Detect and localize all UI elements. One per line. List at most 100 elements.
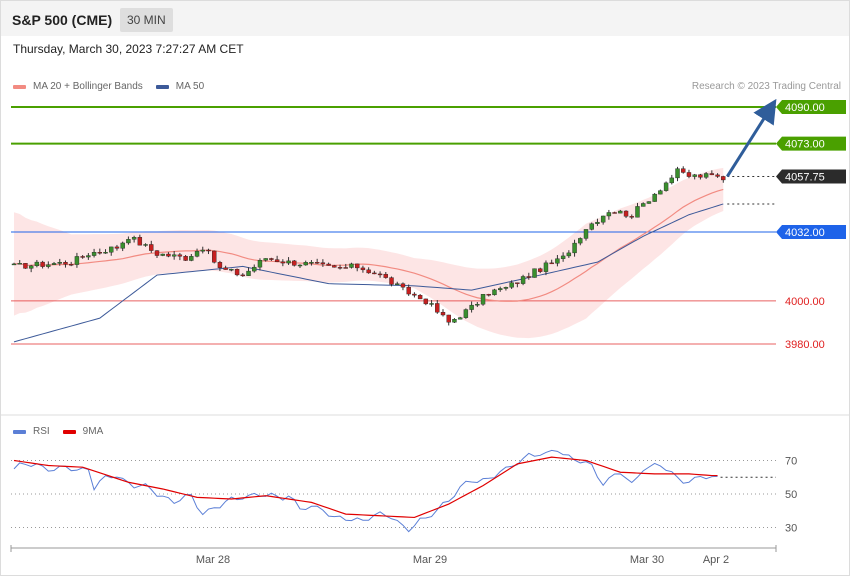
candle-body <box>675 168 680 179</box>
candle-body <box>606 212 612 217</box>
candle-body <box>721 176 726 181</box>
candle <box>206 248 211 255</box>
candle <box>223 265 228 270</box>
bollinger-bands <box>14 167 724 339</box>
candle <box>149 240 154 253</box>
support-label: 4000.00 <box>785 296 825 308</box>
rsi-swatch <box>13 429 26 434</box>
candle-body <box>154 250 160 256</box>
candle-body <box>314 262 320 264</box>
x-tick-label: Apr 2 <box>703 554 729 566</box>
header-bar: S&P 500 (CME) 30 MIN <box>1 1 849 36</box>
timeframe-button[interactable]: 30 MIN <box>120 8 173 32</box>
candle-body <box>57 262 62 264</box>
ma20-legend-label: MA 20 + Bollinger Bands <box>33 81 143 92</box>
candle-body <box>486 294 491 296</box>
candle <box>46 261 51 269</box>
rsi-line <box>13 449 718 533</box>
candle <box>80 255 85 259</box>
candle-body <box>86 255 91 258</box>
ma20-swatch <box>13 84 26 89</box>
candle-body <box>635 206 640 218</box>
candle-body <box>480 294 486 305</box>
candle-body <box>46 264 51 267</box>
candle <box>103 249 108 254</box>
candle <box>57 258 62 266</box>
price-tag-pivot: 4032.00 <box>776 224 846 239</box>
candle-body <box>698 174 703 178</box>
candle-body <box>560 255 566 259</box>
candle <box>274 255 280 263</box>
candle-body <box>17 263 22 265</box>
candle-body <box>703 173 709 178</box>
candle-body <box>543 262 549 272</box>
candle <box>189 253 194 262</box>
chart-overlay: 4090.00 4073.00 4057.75 4032.00 4000.00 3980.… <box>726 98 846 351</box>
rsi-legend: RSI 9MA <box>13 426 103 437</box>
candle-body <box>23 263 28 269</box>
candle-body <box>595 221 600 224</box>
candle <box>406 284 411 296</box>
candle <box>183 254 188 262</box>
candle-body <box>623 210 629 217</box>
candle <box>366 267 371 274</box>
candle <box>395 281 400 285</box>
candle-body <box>263 258 268 261</box>
candle-body <box>589 223 594 230</box>
candle-body <box>303 262 308 266</box>
candle <box>641 202 646 207</box>
candle-body <box>515 282 520 284</box>
candle <box>486 293 491 297</box>
candle-body <box>360 267 366 271</box>
candle-body <box>234 269 240 276</box>
candle <box>74 252 80 268</box>
candle-body <box>503 287 509 289</box>
price-tag-label: 4090.00 <box>785 102 825 114</box>
candle <box>360 265 366 273</box>
candle-body <box>457 317 463 320</box>
candle-body <box>440 312 446 316</box>
candle <box>492 288 497 296</box>
candle-body <box>320 262 326 265</box>
candle <box>23 263 28 269</box>
candle-body <box>618 210 623 214</box>
candle-body <box>566 252 572 257</box>
rsi-ma-swatch <box>62 429 76 434</box>
candle <box>566 250 572 258</box>
candle <box>17 260 22 265</box>
candle <box>646 201 652 204</box>
candle-body <box>669 177 674 184</box>
rsi-tick-label: 50 <box>785 489 797 501</box>
candle <box>498 286 503 292</box>
candle <box>217 260 223 272</box>
candle-body <box>663 182 669 191</box>
candle-body <box>366 269 371 274</box>
candle-body <box>578 238 583 244</box>
candle <box>63 260 68 268</box>
candle <box>377 271 383 278</box>
bollinger-band-area <box>14 167 724 339</box>
candle-body <box>149 244 154 251</box>
candle-body <box>423 298 429 305</box>
price-tag-resistance: 4073.00 <box>776 136 846 151</box>
candle-body <box>206 249 211 252</box>
candle <box>320 259 326 267</box>
candle-body <box>583 229 589 239</box>
candle-body <box>51 263 57 265</box>
candle-body <box>269 258 274 260</box>
candle-body <box>532 268 537 278</box>
candle <box>652 193 657 202</box>
candlesticks <box>11 166 726 326</box>
candle <box>40 260 45 269</box>
candle-body <box>97 252 103 254</box>
candle-body <box>520 276 526 284</box>
candle-body <box>292 260 297 266</box>
x-tick-label: Mar 30 <box>630 554 664 566</box>
rsi-tick-label: 70 <box>785 456 797 468</box>
candle <box>166 252 171 258</box>
candle-body <box>429 303 434 305</box>
candle <box>389 276 394 287</box>
candle <box>200 246 205 254</box>
candle-body <box>223 267 228 270</box>
candle-body <box>715 174 720 177</box>
